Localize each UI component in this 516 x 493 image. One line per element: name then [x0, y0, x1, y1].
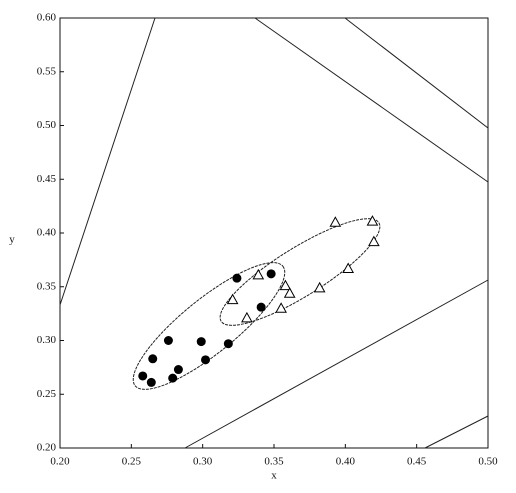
circle-point [223, 339, 233, 349]
triangle-point [252, 268, 265, 280]
x-tick-label: 0.30 [193, 456, 213, 468]
y-tick-label: 0.30 [37, 334, 57, 346]
circle-point [148, 354, 158, 364]
boundary-line [344, 17, 489, 129]
y-tick-label: 0.50 [37, 119, 57, 131]
y-tick-label: 0.60 [37, 12, 57, 24]
circle-point [201, 355, 211, 365]
x-tick-label: 0.50 [478, 456, 498, 468]
boundary-line [184, 279, 489, 449]
y-tick-label: 0.45 [37, 173, 57, 185]
circle-point [163, 336, 173, 345]
ellipse [132, 262, 286, 390]
circle-point [196, 337, 206, 347]
circle-point [138, 371, 148, 381]
triangle-point [313, 281, 326, 293]
circle-point [232, 273, 242, 283]
triangle-point [226, 293, 239, 305]
triangle-point [279, 279, 292, 291]
plot-frame [59, 17, 489, 449]
triangle-point [368, 235, 380, 247]
x-tick-label: 0.40 [336, 456, 356, 468]
circle-point [256, 302, 266, 312]
triangle-point [342, 262, 355, 273]
boundary-line [254, 17, 489, 183]
y-tick-label: 0.35 [37, 280, 57, 292]
x-axis-label: x [271, 470, 277, 482]
triangle-point [366, 215, 379, 226]
boundary-line [424, 415, 489, 449]
circle-point [168, 373, 178, 383]
y-tick-label: 0.40 [37, 227, 57, 239]
y-tick-label: 0.20 [37, 442, 57, 454]
circle-point [146, 377, 156, 387]
circle-point [173, 365, 183, 375]
x-tick-label: 0.35 [264, 456, 284, 468]
boundary-line [59, 17, 156, 306]
x-tick-label: 0.20 [50, 456, 70, 468]
ellipse [219, 218, 381, 326]
x-tick-label: 0.25 [122, 456, 142, 468]
circle-point [266, 269, 276, 279]
triangle-point [241, 311, 253, 323]
y-tick-label: 0.25 [37, 388, 57, 400]
y-axis-label: y [9, 234, 15, 246]
x-tick-label: 0.45 [407, 456, 427, 468]
y-tick-label: 0.55 [37, 65, 57, 77]
triangle-point [329, 216, 342, 227]
triangle-point [283, 287, 296, 298]
triangle-point [275, 302, 287, 313]
boundary-lines [59, 17, 489, 449]
